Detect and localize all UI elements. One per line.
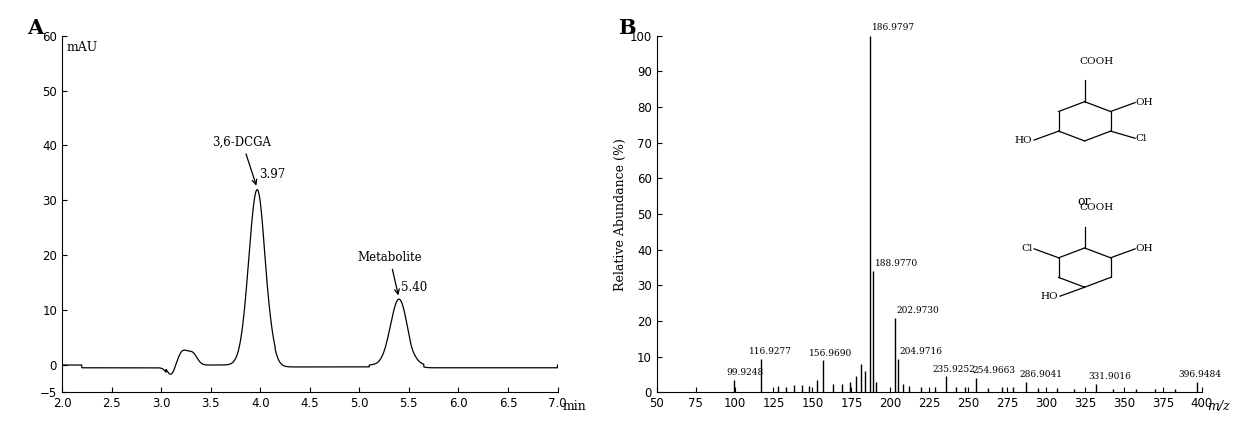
Text: 286.9041: 286.9041 [1020,370,1062,379]
Text: 188.9770: 188.9770 [875,259,918,268]
Text: 156.9690: 156.9690 [809,348,852,358]
Text: 396.9484: 396.9484 [1178,370,1222,379]
Text: 99.9248: 99.9248 [726,368,764,377]
Text: 254.9663: 254.9663 [973,366,1016,376]
Text: 235.9252: 235.9252 [932,364,975,374]
Text: 5.40: 5.40 [401,281,427,293]
Text: 204.9716: 204.9716 [900,347,943,356]
Text: OH: OH [1136,244,1154,253]
Text: 116.9277: 116.9277 [748,347,792,356]
Text: HO: HO [1015,136,1032,145]
Text: 3,6-DCGA: 3,6-DCGA [213,136,271,184]
Text: COOH: COOH [1079,203,1114,212]
Text: Metabolite: Metabolite [357,251,422,294]
Text: 331.9016: 331.9016 [1088,372,1131,381]
Text: Cl: Cl [1136,134,1147,143]
Text: mAU: mAU [67,41,98,54]
Text: or: or [1078,195,1092,208]
Text: min: min [563,400,586,413]
Text: COOH: COOH [1079,57,1114,66]
Text: m/z: m/z [1207,400,1230,413]
Text: HO: HO [1041,292,1058,301]
Text: OH: OH [1136,98,1154,107]
Text: B: B [618,18,636,38]
Text: 186.9797: 186.9797 [871,23,914,32]
Text: Cl: Cl [1021,244,1032,253]
Text: 202.9730: 202.9730 [897,306,939,315]
Text: 3.97: 3.97 [259,168,285,181]
Text: A: A [27,18,43,38]
Y-axis label: Relative Abundance (%): Relative Abundance (%) [613,138,627,290]
